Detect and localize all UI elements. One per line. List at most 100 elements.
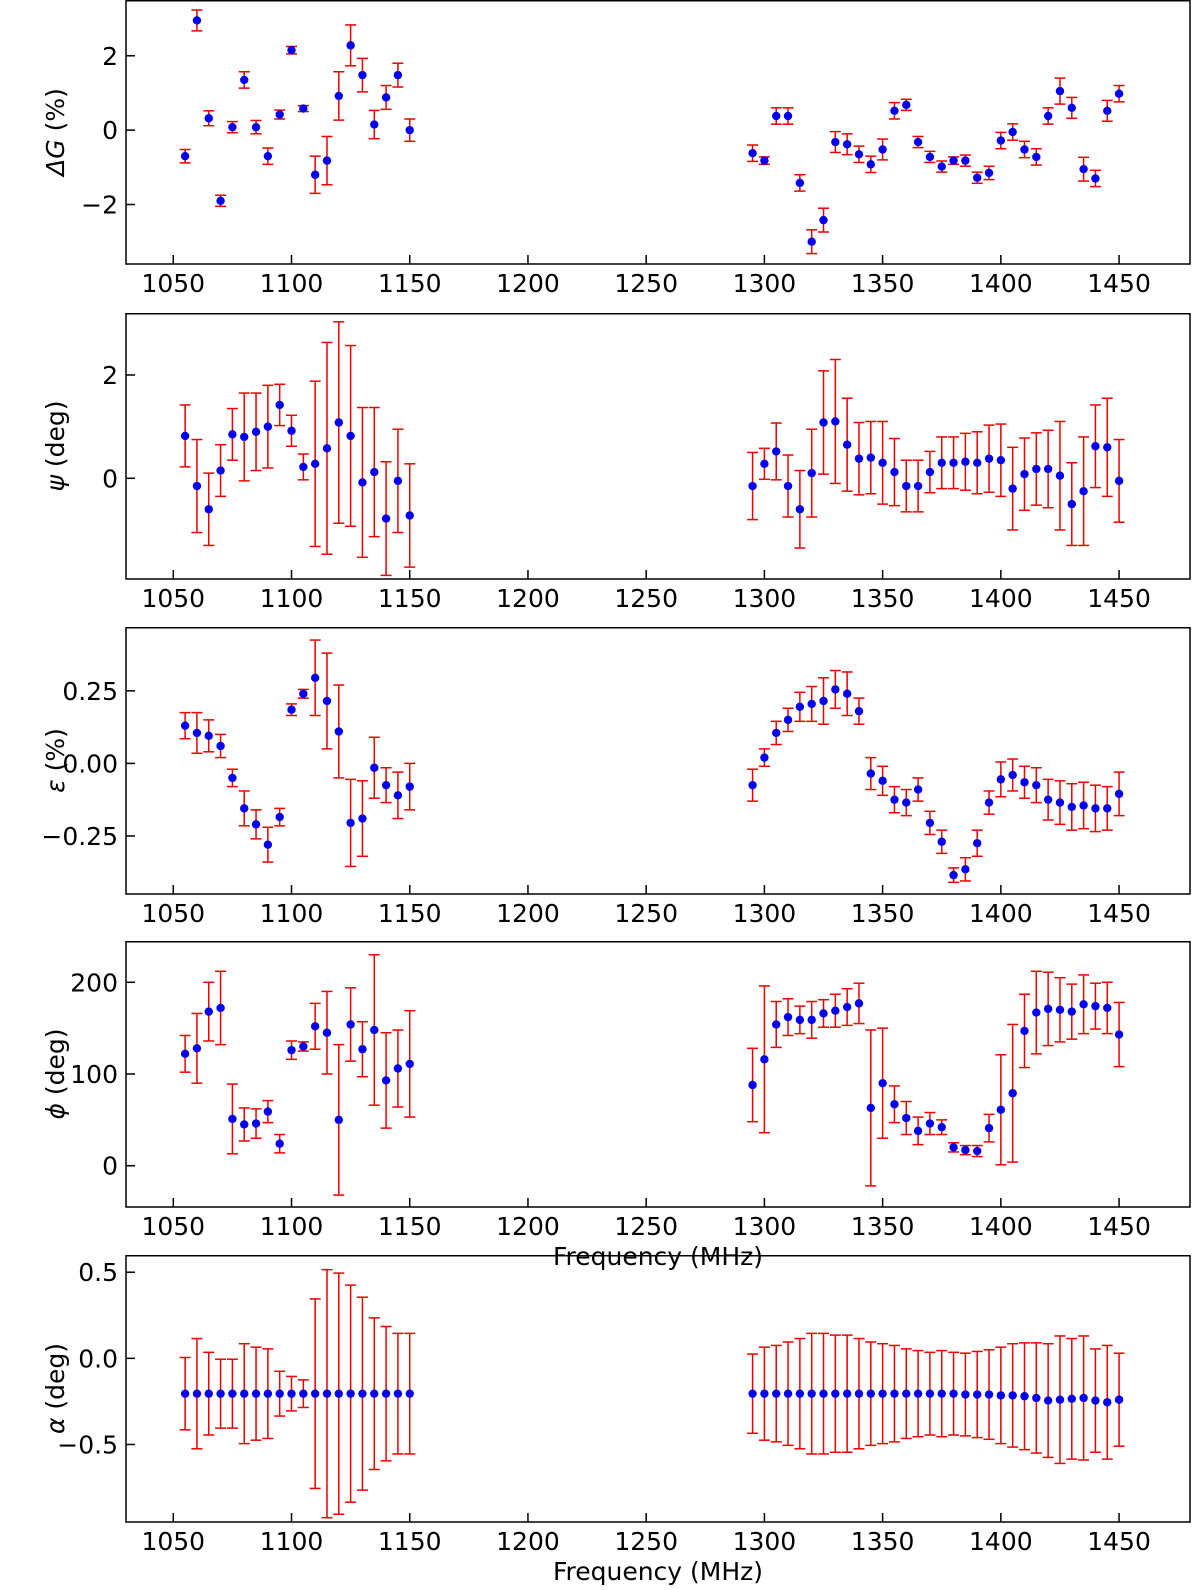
data-point (1103, 1003, 1112, 1013)
data-point (996, 1391, 1006, 1400)
data-point (251, 1119, 261, 1128)
data-point (1114, 476, 1124, 486)
data-point (1079, 801, 1088, 810)
data-point (1020, 469, 1029, 479)
data-point (949, 1389, 958, 1398)
data-point (299, 1389, 308, 1398)
y-tick-label: −2 (81, 191, 118, 220)
data-point (1091, 174, 1100, 183)
data-point (180, 431, 190, 441)
data-point (322, 1389, 332, 1398)
data-point (996, 136, 1006, 145)
data-point (334, 727, 343, 736)
data-point (760, 459, 769, 469)
data-point (866, 1389, 875, 1398)
x-tick-label: 1250 (614, 1212, 678, 1241)
data-series (179, 321, 1125, 577)
data-point (1020, 1392, 1029, 1401)
x-tick-label: 1250 (614, 1527, 678, 1556)
x-tick-label: 1400 (969, 269, 1033, 298)
data-point (216, 1389, 225, 1398)
data-point (1067, 1007, 1076, 1016)
data-point (996, 775, 1006, 784)
data-point (937, 1389, 946, 1398)
y-tick-label: 100 (70, 1060, 118, 1089)
data-point (937, 1123, 946, 1132)
data-point (1079, 1393, 1088, 1403)
data-point (240, 432, 249, 442)
y-tick-label: 200 (70, 968, 118, 997)
x-tick-label: 1150 (378, 584, 442, 613)
data-point (925, 467, 935, 477)
data-point (287, 426, 296, 435)
data-point (299, 1042, 308, 1051)
data-point (961, 156, 970, 165)
data-point (287, 45, 296, 55)
data-point (772, 1389, 781, 1398)
data-point (783, 481, 793, 491)
data-point (1091, 1001, 1100, 1011)
y-tick-label: 0 (102, 1152, 118, 1181)
x-tick-label: 1400 (969, 1527, 1033, 1556)
data-point (334, 1115, 343, 1125)
data-point (949, 1143, 958, 1152)
axes-frame (125, 0, 1191, 265)
data-point (795, 1389, 805, 1398)
data-point (772, 728, 781, 738)
data-point (913, 1389, 923, 1398)
panel-4: 1050 1100 1150 1200 1250 1300 1350 1400 1450 0 100… (41, 941, 1191, 1271)
data-point (913, 1126, 923, 1136)
data-point (240, 75, 249, 85)
data-point (228, 773, 237, 783)
panel-1: 1050 1100 1150 1200 1250 1300 1350 1400 1450 −2 0 2… (41, 0, 1191, 298)
data-point (275, 110, 284, 119)
axes-frame (125, 313, 1191, 580)
x-tick-label: 1450 (1087, 899, 1151, 928)
data-point (310, 459, 320, 469)
data-point (1114, 89, 1124, 98)
data-point (1079, 164, 1088, 174)
data-point (216, 1003, 225, 1013)
data-point (204, 505, 213, 514)
x-tick-label: 1150 (378, 899, 442, 928)
data-point (854, 706, 864, 716)
data-point (275, 812, 284, 822)
data-point (204, 731, 213, 741)
x-tick-label: 1350 (851, 584, 915, 613)
data-point (1043, 464, 1053, 474)
data-point (192, 728, 202, 738)
x-tick-label: 1350 (851, 1212, 915, 1241)
data-point (228, 1389, 237, 1398)
data-point (228, 122, 237, 132)
data-point (842, 1389, 852, 1398)
data-point (1067, 499, 1076, 509)
data-point (866, 453, 875, 462)
data-point (346, 1020, 355, 1029)
data-point (334, 91, 343, 101)
data-point (1114, 1395, 1124, 1404)
data-point (1043, 1004, 1053, 1014)
data-point (1067, 802, 1076, 812)
data-point (902, 100, 911, 110)
data-point (393, 791, 403, 800)
y-axis-label: α (deg) (41, 1343, 70, 1434)
data-point (251, 427, 261, 436)
y-tick-label: 0.00 (62, 749, 118, 778)
data-point (322, 696, 332, 706)
data-point (925, 1389, 935, 1398)
data-point (878, 776, 887, 786)
data-point (1091, 804, 1100, 813)
data-point (1032, 780, 1041, 790)
data-point (1055, 798, 1065, 807)
data-point (961, 457, 970, 466)
data-point (973, 1390, 982, 1399)
data-point (1008, 127, 1017, 137)
data-point (381, 1389, 391, 1398)
data-point (263, 840, 273, 849)
data-point (902, 1389, 911, 1398)
y-axis-label: ψ (deg) (41, 400, 70, 491)
data-point (1055, 1005, 1065, 1014)
data-point (192, 1389, 202, 1398)
data-point (358, 478, 367, 487)
x-tick-label: 1250 (614, 584, 678, 613)
